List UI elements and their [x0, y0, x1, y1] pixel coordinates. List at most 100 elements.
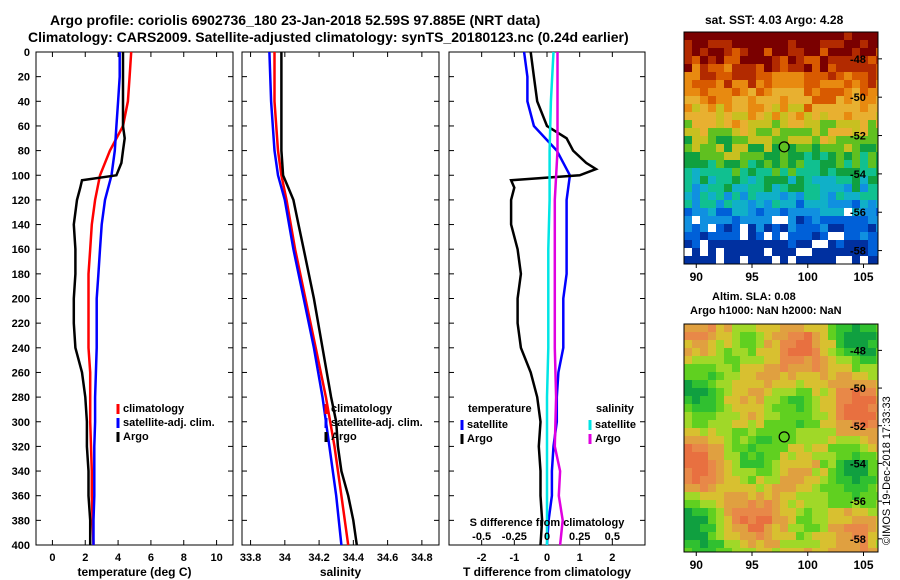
y-tick-label: 280 [12, 392, 30, 404]
map-border-sst [683, 31, 879, 265]
y-tick-label: 380 [12, 515, 30, 527]
x-axis-label-top-salinity: S difference from climatology [470, 517, 626, 529]
legend-label-sal: satellite-adj. clim. [331, 417, 423, 429]
lat-tick-label-sla: -50 [850, 383, 866, 395]
y-tick-label: 220 [12, 318, 30, 330]
y-tick-label: 120 [12, 195, 30, 207]
x-tick-label-sal: 34.6 [377, 552, 398, 564]
x-tick-label-sal: 33.8 [240, 552, 261, 564]
series-line-s-satellite [545, 51, 555, 545]
lon-tick-label-sla: 105 [853, 558, 873, 572]
series-line-climatology [273, 52, 350, 546]
x-tick-label-salinity: -0.5 [472, 531, 491, 543]
lat-tick-label-sst: -54 [850, 169, 867, 181]
x-axis-label-sal: salinity [320, 565, 362, 579]
legend-title-temperature: temperature [468, 403, 532, 415]
lat-tick-label-sst: -50 [850, 92, 866, 104]
x-tick-label-salinity: 0.25 [569, 531, 590, 543]
legend-label-sal: Argo [331, 431, 357, 443]
x-tick-label-diff: 0 [544, 552, 550, 564]
y-tick-label: 300 [12, 417, 30, 429]
y-tick-label: 240 [12, 343, 30, 355]
y-tick-label: 80 [18, 146, 30, 158]
lat-tick-label-sla: -56 [850, 496, 866, 508]
x-tick-label-sal: 34.4 [343, 552, 365, 564]
series-line-t-satellite [522, 51, 572, 546]
legend-label-temp: satellite-adj. clim. [123, 417, 215, 429]
legend-label-temp: climatology [123, 403, 185, 415]
x-tick-label-sal: 34.2 [308, 552, 329, 564]
y-tick-label: 200 [12, 294, 30, 306]
x-tick-label-salinity: 0.5 [605, 531, 620, 543]
map-grid-sla [684, 324, 878, 552]
x-tick-label-diff: 2 [609, 552, 615, 564]
y-tick-label: 320 [12, 441, 30, 453]
legend-label-salinity: Argo [595, 433, 621, 445]
y-tick-label: 160 [12, 244, 30, 256]
figure-title-line2: Climatology: CARS2009. Satellite-adjuste… [28, 29, 629, 45]
lon-tick-label-sst: 105 [853, 270, 873, 284]
legend-label-sal: climatology [331, 403, 393, 415]
lat-tick-label-sla: -58 [850, 534, 866, 546]
lon-tick-label-sla: 95 [745, 558, 759, 572]
series-line-climatology [87, 51, 133, 546]
lat-tick-label-sst: -48 [850, 54, 866, 66]
lon-tick-label-sla: 90 [690, 558, 704, 572]
y-tick-label: 360 [12, 491, 30, 503]
legend-label-temp: Argo [123, 431, 149, 443]
lat-tick-label-sla: -48 [850, 345, 866, 357]
series-line-satellite-adj-clim- [268, 51, 343, 546]
y-tick-label: 60 [18, 121, 30, 133]
y-tick-label: 260 [12, 367, 30, 379]
series-line-s-argo [553, 52, 564, 546]
x-tick-label-salinity: 0 [544, 531, 550, 543]
x-axis-label-temp: temperature (deg C) [77, 565, 191, 579]
x-tick-label-temp: 4 [115, 552, 122, 564]
x-axis-label-diff: T difference from climatology [463, 565, 631, 579]
y-tick-label: 180 [12, 269, 30, 281]
x-tick-label-temp: 0 [49, 552, 55, 564]
lat-tick-label-sst: -58 [850, 246, 866, 258]
plot-frame-temp [35, 51, 234, 546]
x-tick-label-temp: 2 [82, 552, 88, 564]
x-tick-label-diff: -2 [477, 552, 487, 564]
lon-tick-label-sst: 90 [690, 270, 704, 284]
lat-tick-label-sst: -52 [850, 131, 866, 143]
x-tick-label-sal: 34.8 [411, 552, 432, 564]
map-grid-sst [684, 32, 878, 264]
legend-title-salinity: salinity [596, 403, 635, 415]
sla-map-title: Altim. SLA: 0.08 [712, 291, 796, 303]
figure-title-line1: Argo profile: coriolis 6902736_180 23-Ja… [50, 12, 541, 28]
x-tick-label-temp: 6 [148, 552, 154, 564]
y-tick-label: 0 [24, 47, 30, 59]
x-tick-label-diff: -1 [509, 552, 519, 564]
lat-tick-label-sst: -56 [850, 207, 866, 219]
map-border-sla [683, 323, 879, 553]
lat-tick-label-sla: -54 [850, 458, 867, 470]
sla-map-subtitle: Argo h1000: NaN h2000: NaN [690, 305, 842, 317]
sst-map-title: sat. SST: 4.03 Argo: 4.28 [705, 13, 844, 27]
lat-tick-label-sla: -52 [850, 421, 866, 433]
legend-label-temperature: satellite [467, 419, 508, 431]
x-tick-label-salinity: -0.25 [502, 531, 527, 543]
y-tick-label: 400 [12, 540, 30, 552]
x-tick-label-temp: 10 [210, 552, 222, 564]
y-tick-label: 340 [12, 466, 30, 478]
lon-tick-label-sst: 95 [745, 270, 759, 284]
legend-label-temperature: Argo [467, 433, 493, 445]
y-tick-label: 20 [18, 72, 30, 84]
y-tick-label: 40 [18, 96, 30, 108]
argo-position-marker-sla [778, 431, 790, 443]
y-tick-label: 140 [12, 220, 30, 232]
x-tick-label-diff: 1 [577, 552, 583, 564]
lon-tick-label-sst: 100 [798, 270, 818, 284]
x-tick-label-sal: 34 [279, 552, 292, 564]
lon-tick-label-sla: 100 [798, 558, 818, 572]
series-line-argo [72, 52, 126, 545]
series-line-satellite-adj-clim- [92, 52, 121, 545]
legend-label-salinity: satellite [595, 419, 636, 431]
argo-position-marker-sst [778, 141, 790, 153]
y-tick-label: 100 [12, 170, 30, 182]
series-line-argo [280, 52, 359, 546]
